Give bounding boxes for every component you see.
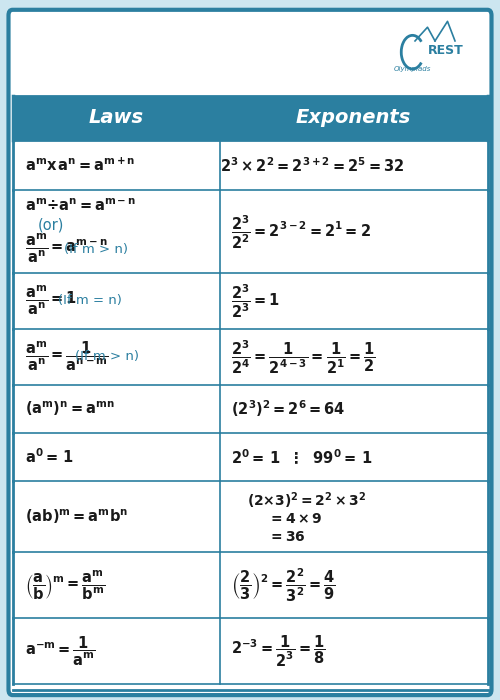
- Bar: [12, 96, 488, 140]
- Text: $\mathbf{= 36}$: $\mathbf{= 36}$: [268, 530, 306, 544]
- Text: $\mathbf{(ab)^m = a^m b^n}$: $\mathbf{(ab)^m = a^m b^n}$: [25, 508, 128, 526]
- Text: (If m = n): (If m = n): [58, 294, 122, 307]
- Bar: [12, 433, 220, 481]
- Text: Olympiads: Olympiads: [394, 66, 431, 72]
- Text: $\mathbf{\dfrac{a^m}{a^n} = a^{m-n}}$: $\mathbf{\dfrac{a^m}{a^n} = a^{m-n}}$: [25, 231, 107, 265]
- Bar: [12, 552, 220, 618]
- Text: $\mathbf{(2^3)^2 = 2^6 = 64}$: $\mathbf{(2^3)^2 = 2^6 = 64}$: [230, 398, 345, 419]
- Bar: [220, 140, 487, 190]
- Text: $\mathbf{(a^m)^n = a^{mn}}$: $\mathbf{(a^m)^n = a^{mn}}$: [25, 400, 114, 418]
- Text: $\mathbf{\dfrac{a^m}{a^n} = 1}$: $\mathbf{\dfrac{a^m}{a^n} = 1}$: [25, 284, 77, 318]
- Text: $\mathbf{= 4 \times 9}$: $\mathbf{= 4 \times 9}$: [268, 512, 322, 526]
- Text: (If m > n): (If m > n): [64, 243, 128, 256]
- Text: (or): (or): [38, 218, 64, 232]
- Text: Laws: Laws: [88, 108, 144, 127]
- FancyBboxPatch shape: [8, 10, 492, 695]
- Bar: [220, 328, 487, 384]
- Text: $\mathbf{2^0{=}\,1}$  $\mathbf{\vdots}$  $\mathbf{99^0{=}\,1}$: $\mathbf{2^0{=}\,1}$ $\mathbf{\vdots}$ $…: [230, 447, 372, 467]
- Text: $\mathbf{\dfrac{a^m}{a^n} = \dfrac{1}{a^{n-m}}}$: $\mathbf{\dfrac{a^m}{a^n} = \dfrac{1}{a^…: [25, 340, 109, 374]
- Text: $\mathbf{a^mx\,a^n = a^{m+n}}$: $\mathbf{a^mx\,a^n = a^{m+n}}$: [25, 157, 136, 174]
- Bar: [12, 140, 220, 190]
- Bar: [220, 433, 487, 481]
- Bar: [12, 481, 220, 552]
- Text: REST: REST: [428, 43, 463, 57]
- Bar: [12, 618, 220, 684]
- Text: $\mathbf{2^3 \times 2^2 = 2^{3+2} = 2^5{=}32}$: $\mathbf{2^3 \times 2^2 = 2^{3+2} = 2^5{…: [220, 156, 404, 174]
- Bar: [12, 328, 220, 384]
- Text: Exponents: Exponents: [296, 108, 412, 127]
- Bar: [220, 481, 487, 552]
- Bar: [220, 272, 487, 328]
- Text: (If m > n): (If m > n): [75, 350, 139, 363]
- Text: $\mathbf{a^{-m} = \dfrac{1}{a^m}}$: $\mathbf{a^{-m} = \dfrac{1}{a^m}}$: [25, 634, 96, 668]
- Bar: [220, 384, 487, 433]
- Bar: [220, 190, 487, 272]
- Bar: [12, 190, 220, 272]
- Text: $\mathbf{\dfrac{2^3}{2^3} = 1}$: $\mathbf{\dfrac{2^3}{2^3} = 1}$: [230, 281, 280, 320]
- Text: $\mathbf{\dfrac{2^3}{2^2} = 2^{3-2} = 2^1 = 2}$: $\mathbf{\dfrac{2^3}{2^2} = 2^{3-2} = 2^…: [230, 213, 370, 251]
- Text: $\mathbf{a^m{\div}a^n = a^{m-n}}$: $\mathbf{a^m{\div}a^n = a^{m-n}}$: [25, 197, 136, 214]
- Text: $\mathbf{\left(\dfrac{2}{3}\right)^2 = \dfrac{2^2}{3^2} = \dfrac{4}{9}}$: $\mathbf{\left(\dfrac{2}{3}\right)^2 = \…: [230, 566, 336, 604]
- Text: $\mathbf{a^0{=}\,1}$: $\mathbf{a^0{=}\,1}$: [25, 447, 74, 466]
- Text: $\mathbf{(2{\times}3)^2 = 2^2 \times 3^2}$: $\mathbf{(2{\times}3)^2 = 2^2 \times 3^2…: [247, 491, 366, 511]
- Text: $\mathbf{\dfrac{2^3}{2^4} = \dfrac{1}{2^{4-3}} = \dfrac{1}{2^1} = \dfrac{1}{2}}$: $\mathbf{\dfrac{2^3}{2^4} = \dfrac{1}{2^…: [230, 337, 376, 376]
- Bar: [12, 384, 220, 433]
- Bar: [220, 552, 487, 618]
- Text: $\mathbf{2^{-3} = \dfrac{1}{2^3} = \dfrac{1}{8}}$: $\mathbf{2^{-3} = \dfrac{1}{2^3} = \dfra…: [230, 634, 325, 668]
- Bar: [12, 272, 220, 328]
- Text: $\mathbf{\left(\dfrac{a}{b}\right)^m = \dfrac{a^m}{b^m}}$: $\mathbf{\left(\dfrac{a}{b}\right)^m = \…: [25, 568, 105, 602]
- Bar: [220, 618, 487, 684]
